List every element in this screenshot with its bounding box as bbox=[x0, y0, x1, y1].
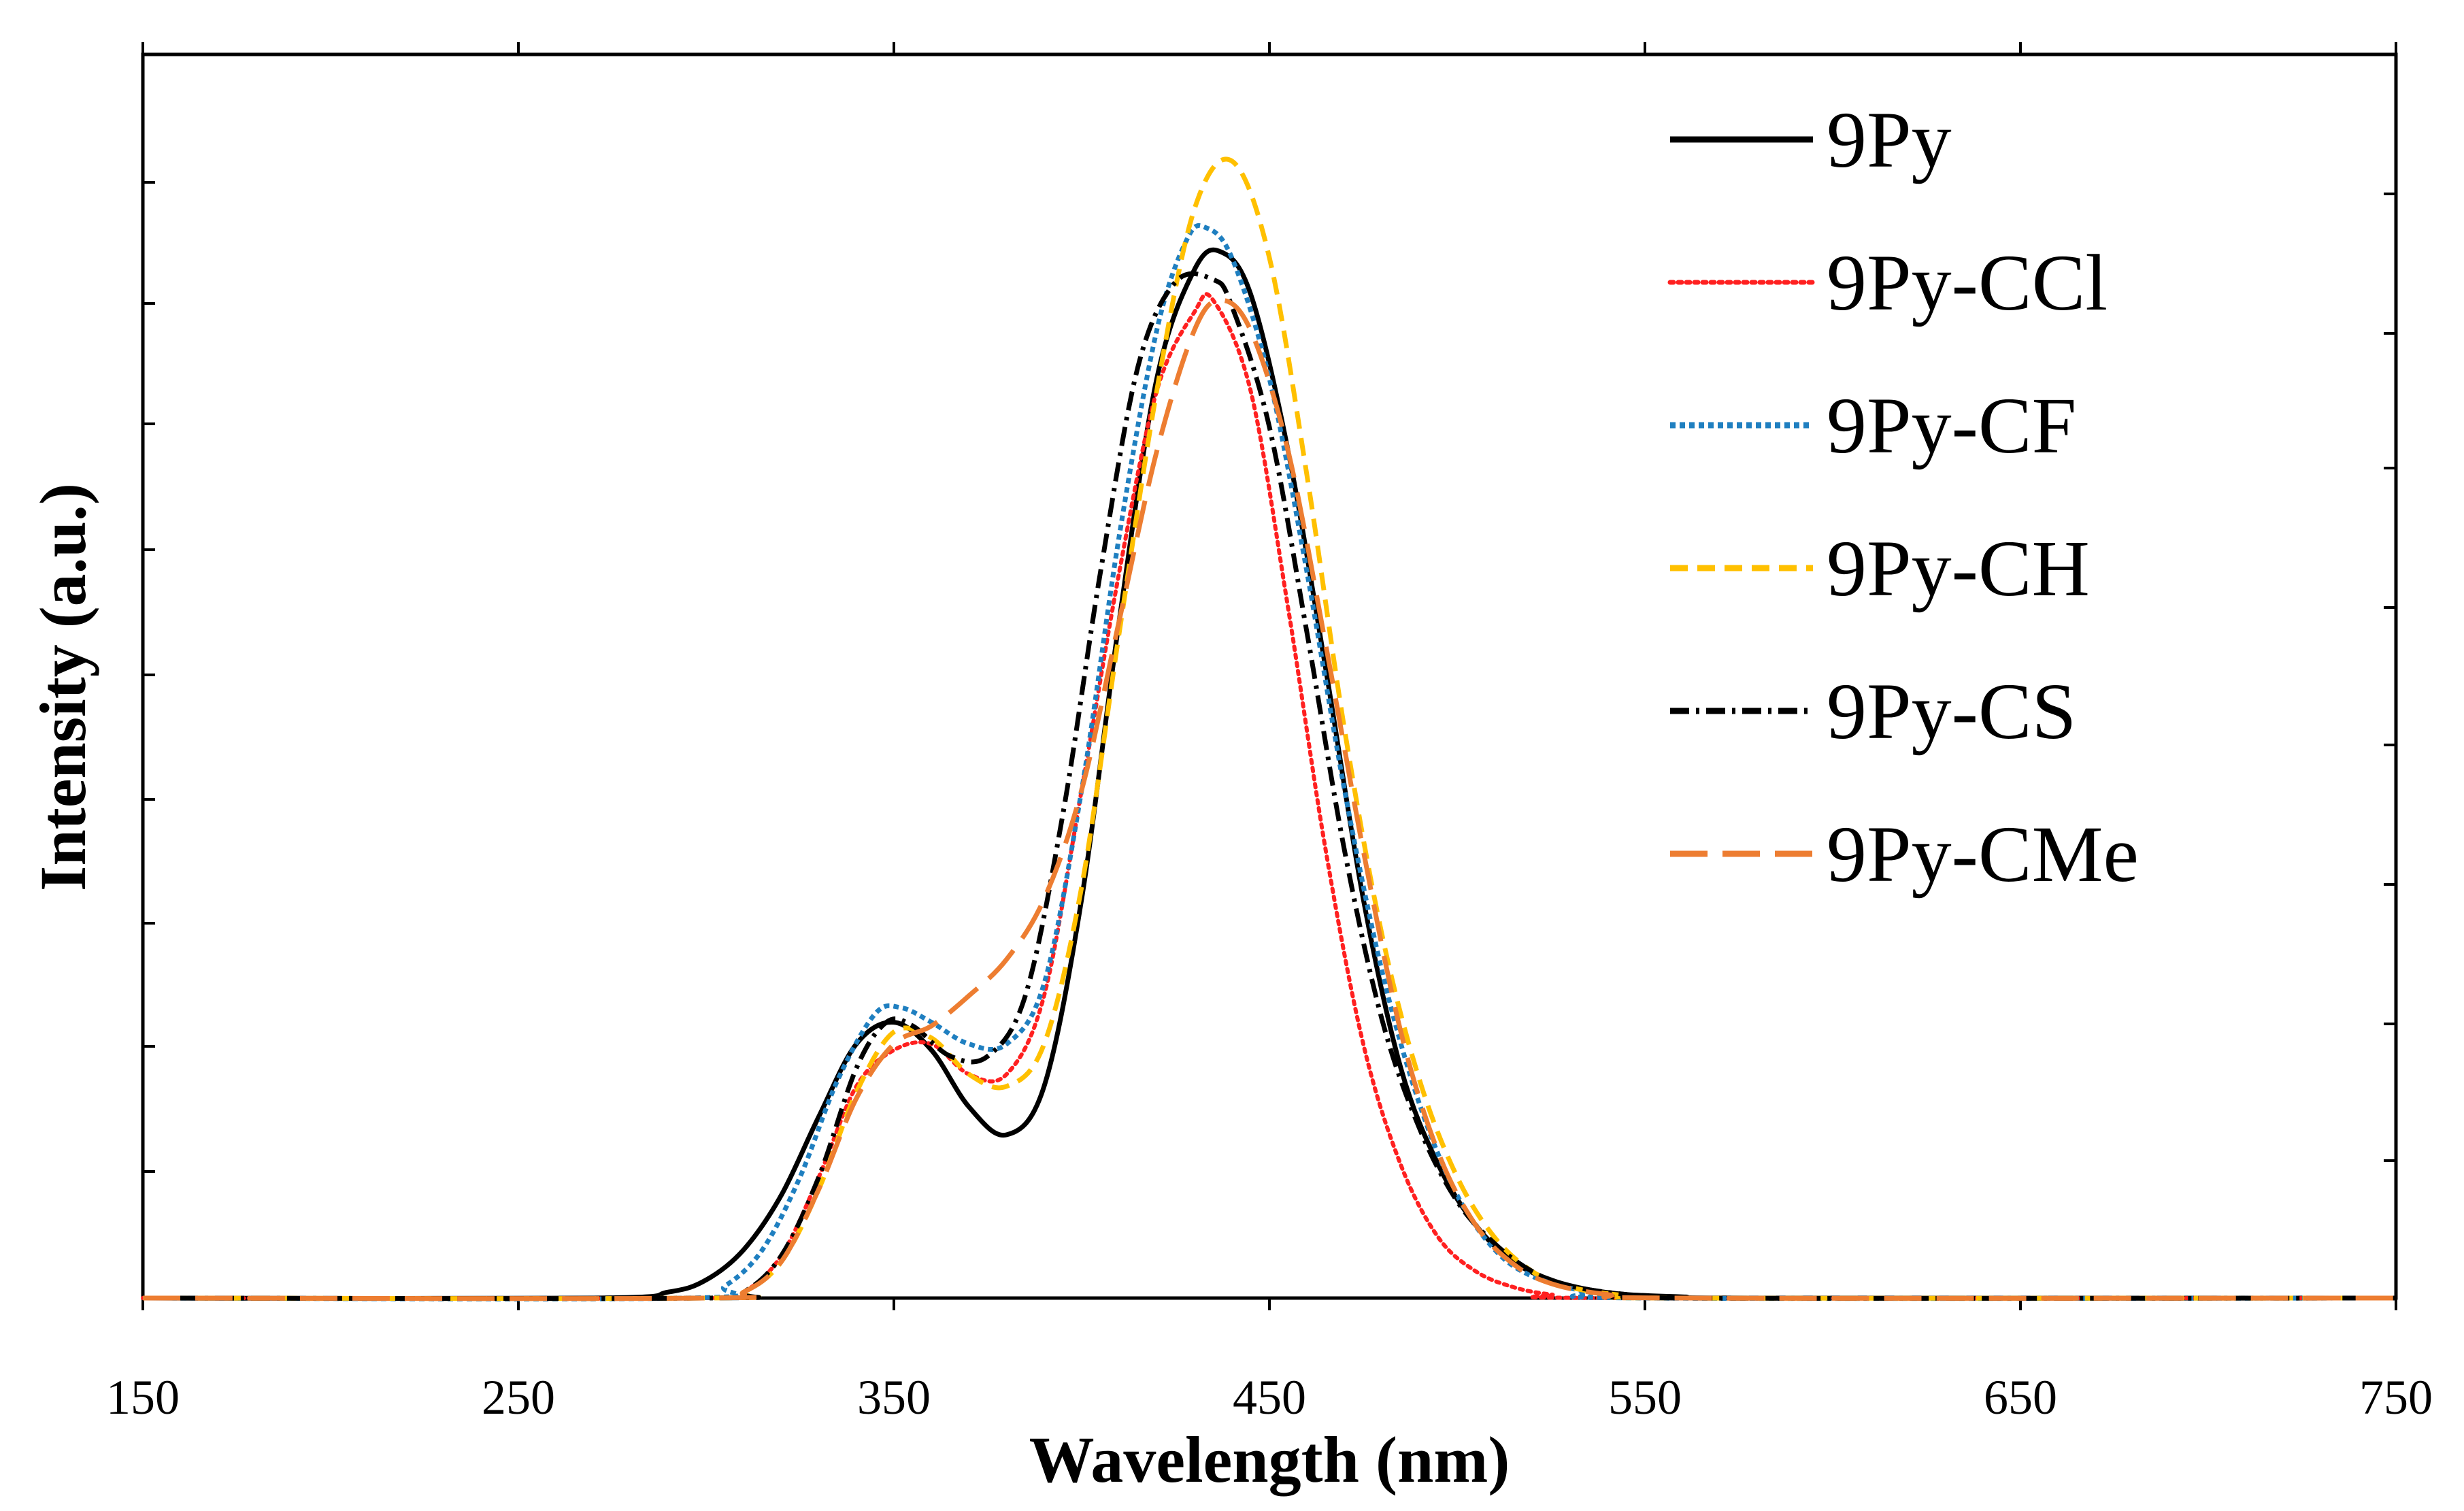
series-line-9py bbox=[142, 247, 2397, 1301]
legend-label-9py: 9Py bbox=[1827, 95, 1952, 184]
series-line-9py-ccl bbox=[141, 292, 2398, 1301]
legend-label-9py-ccl: 9Py-CCl bbox=[1827, 238, 2108, 327]
legend: 9Py 9Py-CCl 9Py-CF 9Py-CH 9Py-CS 9Py-CMe bbox=[1667, 95, 2139, 899]
x-tick-labels: 150 250 350 450 550 650 750 bbox=[106, 1370, 2433, 1425]
x-tick-label: 150 bbox=[106, 1370, 180, 1425]
x-tick-label: 750 bbox=[2359, 1370, 2433, 1425]
x-tick-label: 450 bbox=[1233, 1370, 1306, 1425]
series-line-9py-cs bbox=[142, 271, 2397, 1301]
legend-label-9py-cf: 9Py-CF bbox=[1827, 381, 2076, 470]
series-line-9py-cme bbox=[142, 297, 2397, 1301]
legend-label-9py-ch: 9Py-CH bbox=[1827, 524, 2090, 613]
series-layer bbox=[141, 156, 2398, 1301]
x-tick-label: 650 bbox=[1984, 1370, 2057, 1425]
legend-label-9py-cs: 9Py-CS bbox=[1827, 667, 2076, 756]
y-axis-label: Intensity (a.u.) bbox=[27, 483, 99, 891]
x-tick-label: 550 bbox=[1608, 1370, 1682, 1425]
x-axis-label: Wavelength (nm) bbox=[1029, 1423, 1510, 1496]
x-tick-label: 250 bbox=[482, 1370, 555, 1425]
legend-label-9py-cme: 9Py-CMe bbox=[1827, 810, 2139, 899]
x-tick-label: 350 bbox=[857, 1370, 931, 1425]
